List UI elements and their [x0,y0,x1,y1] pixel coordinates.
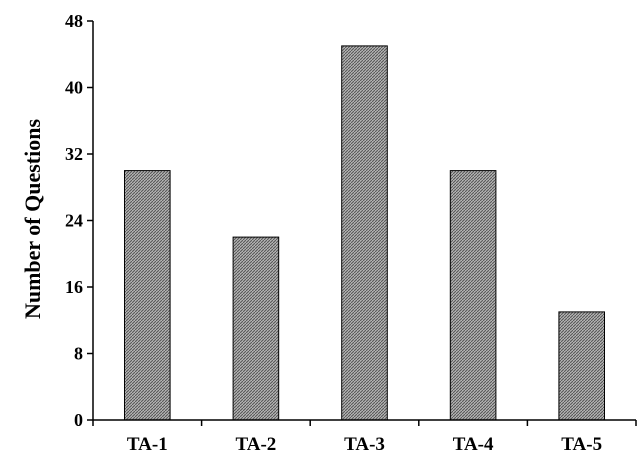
y-tick-label: 24 [65,211,83,231]
bar-ta-5 [558,311,606,421]
x-tick-label: TA-2 [235,434,276,455]
x-tick-label: TA-3 [344,434,385,455]
y-tick-label: 40 [65,78,83,98]
bar-ta-4 [449,170,497,421]
bar-ta-2 [232,236,280,421]
y-tick-label: 8 [74,344,83,364]
y-axis-label: Number of Questions [20,119,45,319]
plot-area: 0 8 16 24 32 40 48 TA-1 TA-2 TA-3 TA-4 TA-5 [65,11,637,455]
y-tick-label: 0 [74,410,83,430]
y-tick-label: 48 [65,11,83,31]
x-tick-label: TA-4 [453,434,494,455]
bar-ta-1 [124,170,171,421]
y-tick-label: 32 [65,144,83,164]
x-tick-label: TA-5 [561,434,602,455]
x-tick-label: TA-1 [127,434,168,455]
y-tick-label: 16 [65,277,83,297]
bar-ta-3 [341,45,388,421]
